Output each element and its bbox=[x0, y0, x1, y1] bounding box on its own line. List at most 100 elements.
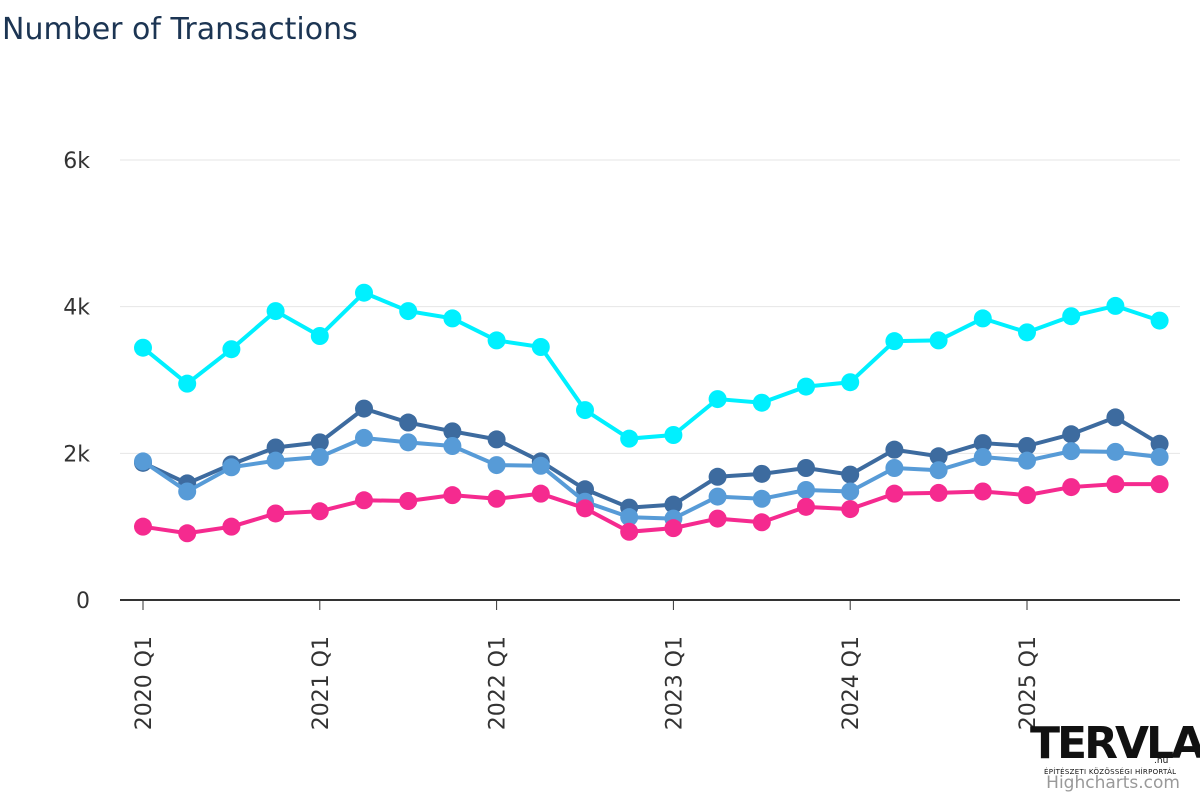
data-point[interactable] bbox=[929, 331, 948, 350]
data-point[interactable] bbox=[399, 492, 418, 510]
data-point[interactable] bbox=[1150, 434, 1169, 453]
data-point[interactable] bbox=[443, 437, 462, 455]
data-point[interactable] bbox=[797, 459, 815, 477]
data-point[interactable] bbox=[576, 401, 594, 420]
data-point[interactable] bbox=[1062, 442, 1081, 461]
data-point[interactable] bbox=[222, 458, 241, 477]
data-point[interactable] bbox=[576, 480, 594, 499]
logo-suffix: .hu bbox=[1154, 756, 1169, 766]
data-point[interactable] bbox=[1150, 475, 1169, 494]
x-tick-label: 2020 Q1 bbox=[132, 636, 157, 730]
data-point[interactable] bbox=[222, 517, 241, 536]
data-point[interactable] bbox=[929, 483, 948, 502]
data-point[interactable] bbox=[752, 489, 771, 508]
data-point[interactable] bbox=[134, 517, 152, 536]
data-point[interactable] bbox=[443, 309, 462, 328]
data-point[interactable] bbox=[885, 484, 904, 503]
logo-text: TERVLAP bbox=[1030, 718, 1200, 769]
data-point[interactable] bbox=[1150, 311, 1169, 330]
data-point[interactable] bbox=[664, 426, 683, 444]
data-point[interactable] bbox=[178, 374, 197, 393]
y-tick-label: 4k bbox=[63, 296, 90, 321]
data-point[interactable] bbox=[973, 482, 992, 501]
data-point[interactable] bbox=[531, 484, 550, 503]
data-point[interactable] bbox=[443, 486, 462, 505]
data-point[interactable] bbox=[1106, 408, 1125, 427]
y-axis-labels: 0 2k 4k 6k bbox=[63, 149, 90, 614]
data-point[interactable] bbox=[1062, 425, 1081, 444]
data-point[interactable] bbox=[752, 464, 771, 483]
data-point[interactable] bbox=[1106, 442, 1125, 461]
data-point[interactable] bbox=[222, 340, 241, 359]
data-point[interactable] bbox=[885, 440, 904, 459]
data-point[interactable] bbox=[1062, 307, 1081, 326]
data-point[interactable] bbox=[1018, 437, 1036, 455]
data-point[interactable] bbox=[841, 373, 860, 392]
data-point[interactable] bbox=[973, 309, 992, 328]
data-point[interactable] bbox=[487, 430, 506, 449]
data-point[interactable] bbox=[929, 447, 948, 466]
data-point[interactable] bbox=[310, 448, 329, 466]
highcharts-credit[interactable]: Highcharts.com bbox=[1046, 773, 1180, 793]
data-point[interactable] bbox=[1018, 451, 1036, 470]
gridlines bbox=[120, 159, 1180, 601]
data-point[interactable] bbox=[1106, 475, 1125, 494]
data-point[interactable] bbox=[487, 331, 506, 350]
data-point[interactable] bbox=[355, 399, 373, 418]
data-point[interactable] bbox=[399, 413, 418, 432]
data-point[interactable] bbox=[752, 513, 771, 532]
data-point[interactable] bbox=[355, 283, 373, 302]
data-point[interactable] bbox=[841, 482, 860, 501]
data-point[interactable] bbox=[797, 481, 815, 499]
data-point[interactable] bbox=[134, 338, 152, 357]
data-point[interactable] bbox=[178, 482, 197, 501]
data-point[interactable] bbox=[708, 390, 727, 409]
data-point[interactable] bbox=[620, 522, 639, 541]
data-point[interactable] bbox=[752, 393, 771, 412]
data-point[interactable] bbox=[443, 422, 462, 441]
data-point[interactable] bbox=[664, 495, 683, 514]
data-point[interactable] bbox=[620, 429, 639, 448]
data-point[interactable] bbox=[355, 491, 373, 510]
data-point[interactable] bbox=[1106, 296, 1125, 315]
data-point[interactable] bbox=[266, 504, 285, 523]
x-tick-label: 2021 Q1 bbox=[309, 636, 334, 730]
data-point[interactable] bbox=[531, 456, 550, 475]
data-point[interactable] bbox=[576, 499, 594, 518]
data-point[interactable] bbox=[310, 433, 329, 452]
data-point[interactable] bbox=[797, 497, 815, 516]
data-point[interactable] bbox=[487, 456, 506, 475]
data-point[interactable] bbox=[885, 459, 904, 477]
data-point[interactable] bbox=[531, 338, 550, 356]
data-point[interactable] bbox=[1062, 478, 1081, 497]
data-point[interactable] bbox=[178, 524, 197, 543]
data-point[interactable] bbox=[266, 302, 285, 321]
data-point[interactable] bbox=[399, 433, 418, 452]
data-point[interactable] bbox=[797, 377, 815, 396]
data-point[interactable] bbox=[973, 448, 992, 466]
data-point[interactable] bbox=[134, 452, 152, 471]
data-point[interactable] bbox=[708, 487, 727, 506]
data-point[interactable] bbox=[620, 508, 639, 527]
data-point[interactable] bbox=[841, 500, 860, 519]
data-point[interactable] bbox=[266, 451, 285, 470]
data-point[interactable] bbox=[487, 489, 506, 508]
data-point[interactable] bbox=[708, 467, 727, 486]
data-point[interactable] bbox=[1018, 486, 1036, 505]
data-point[interactable] bbox=[1150, 448, 1169, 466]
data-point[interactable] bbox=[1018, 323, 1036, 342]
y-tick-label: 0 bbox=[76, 589, 90, 614]
data-point[interactable] bbox=[929, 461, 948, 480]
data-point[interactable] bbox=[399, 302, 418, 321]
data-point[interactable] bbox=[708, 509, 727, 528]
data-point[interactable] bbox=[885, 332, 904, 351]
data-point[interactable] bbox=[310, 502, 329, 521]
data-point[interactable] bbox=[973, 434, 992, 453]
data-point[interactable] bbox=[664, 519, 683, 538]
data-point[interactable] bbox=[355, 428, 373, 447]
data-point[interactable] bbox=[266, 438, 285, 457]
data-point[interactable] bbox=[310, 327, 329, 345]
data-point[interactable] bbox=[841, 465, 860, 484]
x-tick-label: 2022 Q1 bbox=[486, 636, 511, 730]
